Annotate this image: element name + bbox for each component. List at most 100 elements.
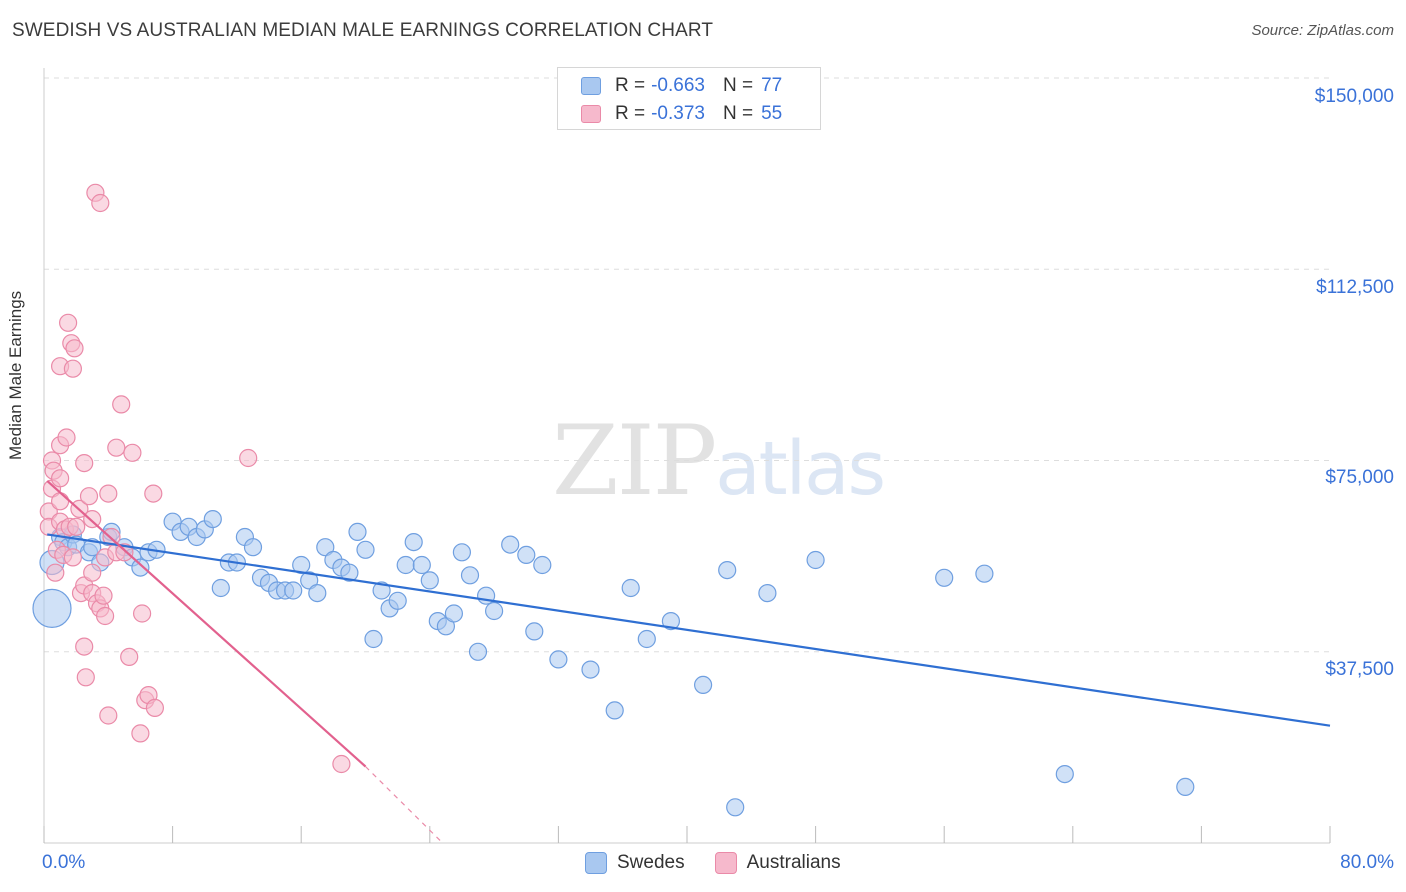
- watermark-atlas: atlas: [715, 426, 886, 512]
- australians-point: [115, 543, 134, 562]
- swedes-point: [661, 611, 681, 631]
- swedes-point: [468, 642, 488, 661]
- swedes-point: [348, 522, 367, 542]
- legend-row-swedes: R = -0.663 N = 77: [558, 73, 782, 99]
- legend-row-australians: R = -0.373 N = 55: [558, 101, 782, 127]
- australians-point: [332, 754, 351, 774]
- swedes-point: [517, 545, 536, 565]
- legend-swatch-australians: [714, 852, 737, 874]
- swedes-point: [621, 578, 640, 598]
- swedes-point: [693, 675, 713, 695]
- australians-point: [63, 359, 83, 378]
- swedes-point: [718, 560, 737, 580]
- swedes-point: [485, 601, 504, 621]
- australians-point: [58, 313, 78, 332]
- australians-point: [57, 428, 76, 447]
- australians-point: [46, 563, 65, 582]
- swedes-point: [203, 509, 222, 529]
- x-tick-label-max: 80.0%: [1340, 852, 1394, 873]
- australians-point: [131, 724, 150, 743]
- y-tick-label-112500: $112,500: [1316, 277, 1394, 298]
- australians-point: [75, 637, 94, 656]
- australians-point: [133, 604, 152, 623]
- legend-label-swedes: Swedes: [617, 852, 685, 873]
- swedes-point: [605, 701, 624, 720]
- australians-point: [67, 517, 86, 536]
- swedes-point: [637, 629, 656, 649]
- swedes-point: [211, 578, 230, 598]
- swedes-trend-line: [47, 533, 1331, 727]
- swedes-point: [412, 555, 431, 575]
- swedes-point: [300, 571, 319, 590]
- swedes-point: [356, 540, 375, 559]
- australians-n-value: 55: [761, 103, 783, 124]
- swedes-point: [292, 555, 311, 575]
- swedes-n-label: N =: [722, 75, 754, 96]
- swedes-point: [452, 543, 471, 562]
- australians-point: [94, 586, 113, 605]
- watermark: ZIPatlas: [552, 405, 886, 517]
- legend-swatch-swedes: [585, 852, 607, 874]
- swedes-point: [131, 558, 150, 577]
- australians-point: [75, 454, 94, 473]
- australians-point: [83, 563, 102, 582]
- y-tick-label-150000: $150,000: [1314, 86, 1394, 107]
- australians-point: [120, 647, 139, 667]
- swedes-point: [284, 581, 303, 600]
- chart-title: SWEDISH VS AUSTRALIAN MEDIAN MALE EARNIN…: [12, 20, 714, 41]
- legend-item-australians: Australians: [714, 852, 841, 874]
- australians-trend-line: [46, 480, 367, 768]
- australians-point: [79, 487, 99, 506]
- australians-trend-extension: [365, 766, 444, 844]
- australians-point: [63, 548, 83, 567]
- swedes-point: [420, 571, 439, 590]
- australians-point: [99, 484, 118, 503]
- swedes-point: [404, 532, 423, 552]
- australians-point: [76, 668, 95, 687]
- swedes-point: [581, 660, 600, 679]
- swedes-n-value: 77: [761, 75, 783, 96]
- swedes-r-value: -0.663: [651, 75, 705, 96]
- swedes-point: [525, 622, 544, 641]
- swedes-point: [726, 798, 745, 817]
- swedes-point: [758, 583, 777, 603]
- australians-point: [145, 698, 164, 718]
- swedes-point: [83, 538, 102, 557]
- australians-point: [239, 448, 258, 468]
- source-label: Source: ZipAtlas.com: [1251, 22, 1394, 39]
- australians-r-value: -0.373: [651, 103, 705, 124]
- swedes-point: [806, 550, 825, 570]
- y-tick-label-75000: $75,000: [1325, 467, 1394, 488]
- australians-point: [50, 469, 70, 488]
- australians-point: [95, 606, 115, 626]
- swedes-r-label: R =: [615, 75, 646, 96]
- australians-point: [91, 193, 110, 213]
- swedes-point: [460, 566, 480, 585]
- swedes-point: [340, 563, 359, 582]
- australians-point: [50, 492, 70, 511]
- swedes-point: [243, 538, 263, 557]
- legend-label-australians: Australians: [746, 852, 841, 873]
- series-legend: Swedes Australians: [585, 852, 871, 874]
- swedes-point: [935, 568, 954, 587]
- swedes-swatch: [581, 77, 601, 95]
- swedes-point: [316, 538, 335, 557]
- australians-point: [65, 339, 84, 358]
- swedes-point: [533, 555, 552, 575]
- australians-point: [107, 438, 126, 457]
- swedes-point: [372, 581, 391, 600]
- australians-r-label: R =: [615, 103, 646, 124]
- australians-n-label: N =: [722, 103, 754, 124]
- australians-point: [99, 706, 118, 725]
- swedes-point: [444, 604, 463, 623]
- australians-point: [112, 395, 131, 414]
- australians-swatch: [581, 105, 601, 123]
- swedes-point: [1055, 764, 1074, 784]
- swedes-point: [388, 591, 407, 610]
- swedes-point: [1176, 777, 1195, 797]
- australians-point: [144, 484, 163, 503]
- x-tick-label-min: 0.0%: [42, 852, 86, 873]
- correlation-legend: R = -0.663 N = 77 R = -0.373 N = 55: [557, 67, 821, 130]
- swedes-point: [364, 629, 383, 649]
